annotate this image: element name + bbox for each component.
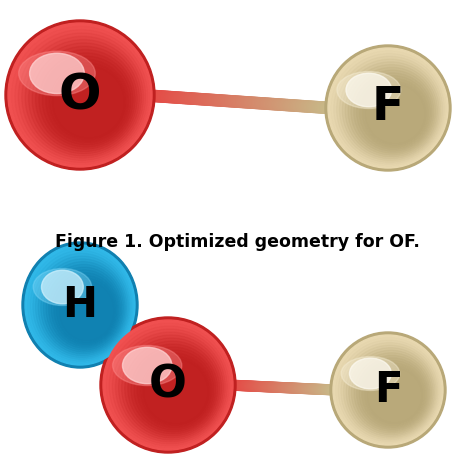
Ellipse shape [346, 348, 435, 437]
Ellipse shape [359, 361, 427, 428]
Ellipse shape [140, 356, 210, 426]
Ellipse shape [334, 54, 445, 164]
Ellipse shape [325, 45, 451, 171]
Ellipse shape [345, 65, 438, 157]
Ellipse shape [36, 256, 128, 358]
Text: H: H [63, 284, 98, 326]
Ellipse shape [49, 270, 120, 348]
Ellipse shape [53, 66, 125, 138]
Ellipse shape [112, 329, 228, 444]
Ellipse shape [342, 62, 439, 159]
Ellipse shape [143, 359, 208, 424]
Text: F: F [374, 369, 402, 411]
Ellipse shape [122, 338, 222, 438]
Ellipse shape [122, 347, 172, 384]
Ellipse shape [49, 63, 127, 141]
Ellipse shape [28, 43, 139, 154]
Text: O: O [59, 71, 101, 119]
Ellipse shape [32, 46, 137, 152]
Ellipse shape [42, 270, 83, 304]
Ellipse shape [29, 53, 84, 94]
Ellipse shape [118, 335, 224, 440]
Ellipse shape [349, 350, 433, 435]
Ellipse shape [103, 320, 233, 450]
Ellipse shape [8, 23, 152, 167]
Ellipse shape [54, 276, 118, 345]
Ellipse shape [339, 59, 441, 161]
Ellipse shape [15, 29, 148, 162]
Ellipse shape [359, 78, 428, 148]
Ellipse shape [341, 357, 400, 390]
Text: Figure 1. Optimized geometry for OF.: Figure 1. Optimized geometry for OF. [55, 233, 419, 251]
Ellipse shape [41, 262, 125, 354]
Ellipse shape [349, 358, 392, 389]
Ellipse shape [100, 317, 236, 453]
Ellipse shape [39, 53, 133, 147]
Ellipse shape [115, 332, 226, 442]
Ellipse shape [344, 345, 437, 438]
Ellipse shape [56, 278, 116, 343]
Ellipse shape [356, 76, 430, 150]
Ellipse shape [328, 48, 448, 168]
Ellipse shape [109, 326, 229, 446]
Ellipse shape [362, 81, 427, 146]
Ellipse shape [348, 67, 436, 155]
Ellipse shape [351, 353, 432, 433]
Ellipse shape [131, 347, 216, 432]
Ellipse shape [5, 20, 155, 170]
Ellipse shape [38, 259, 127, 356]
Ellipse shape [43, 265, 124, 352]
Ellipse shape [354, 355, 430, 431]
Ellipse shape [337, 72, 401, 108]
Ellipse shape [113, 345, 182, 386]
Ellipse shape [365, 84, 425, 144]
Ellipse shape [46, 59, 129, 142]
Ellipse shape [346, 73, 392, 107]
Ellipse shape [137, 353, 212, 428]
Text: F: F [372, 86, 404, 131]
Ellipse shape [42, 56, 131, 145]
Ellipse shape [30, 250, 132, 361]
Ellipse shape [134, 350, 214, 430]
Ellipse shape [51, 273, 119, 347]
Ellipse shape [22, 242, 138, 368]
Ellipse shape [59, 281, 114, 341]
Ellipse shape [22, 36, 144, 158]
Ellipse shape [356, 358, 428, 430]
Text: O: O [149, 363, 187, 407]
Ellipse shape [362, 363, 425, 427]
Ellipse shape [25, 245, 135, 365]
Ellipse shape [33, 253, 130, 360]
Ellipse shape [36, 49, 135, 149]
Ellipse shape [341, 342, 438, 440]
Ellipse shape [128, 344, 218, 434]
Ellipse shape [330, 332, 446, 448]
Ellipse shape [18, 33, 146, 161]
Ellipse shape [33, 268, 91, 305]
Ellipse shape [333, 335, 443, 445]
Ellipse shape [337, 57, 443, 162]
Ellipse shape [25, 39, 141, 156]
Ellipse shape [365, 365, 424, 425]
Ellipse shape [18, 51, 95, 95]
Ellipse shape [125, 341, 220, 436]
Ellipse shape [46, 267, 122, 350]
Ellipse shape [367, 368, 422, 423]
Ellipse shape [338, 340, 440, 442]
Ellipse shape [354, 73, 432, 152]
Ellipse shape [351, 70, 434, 153]
